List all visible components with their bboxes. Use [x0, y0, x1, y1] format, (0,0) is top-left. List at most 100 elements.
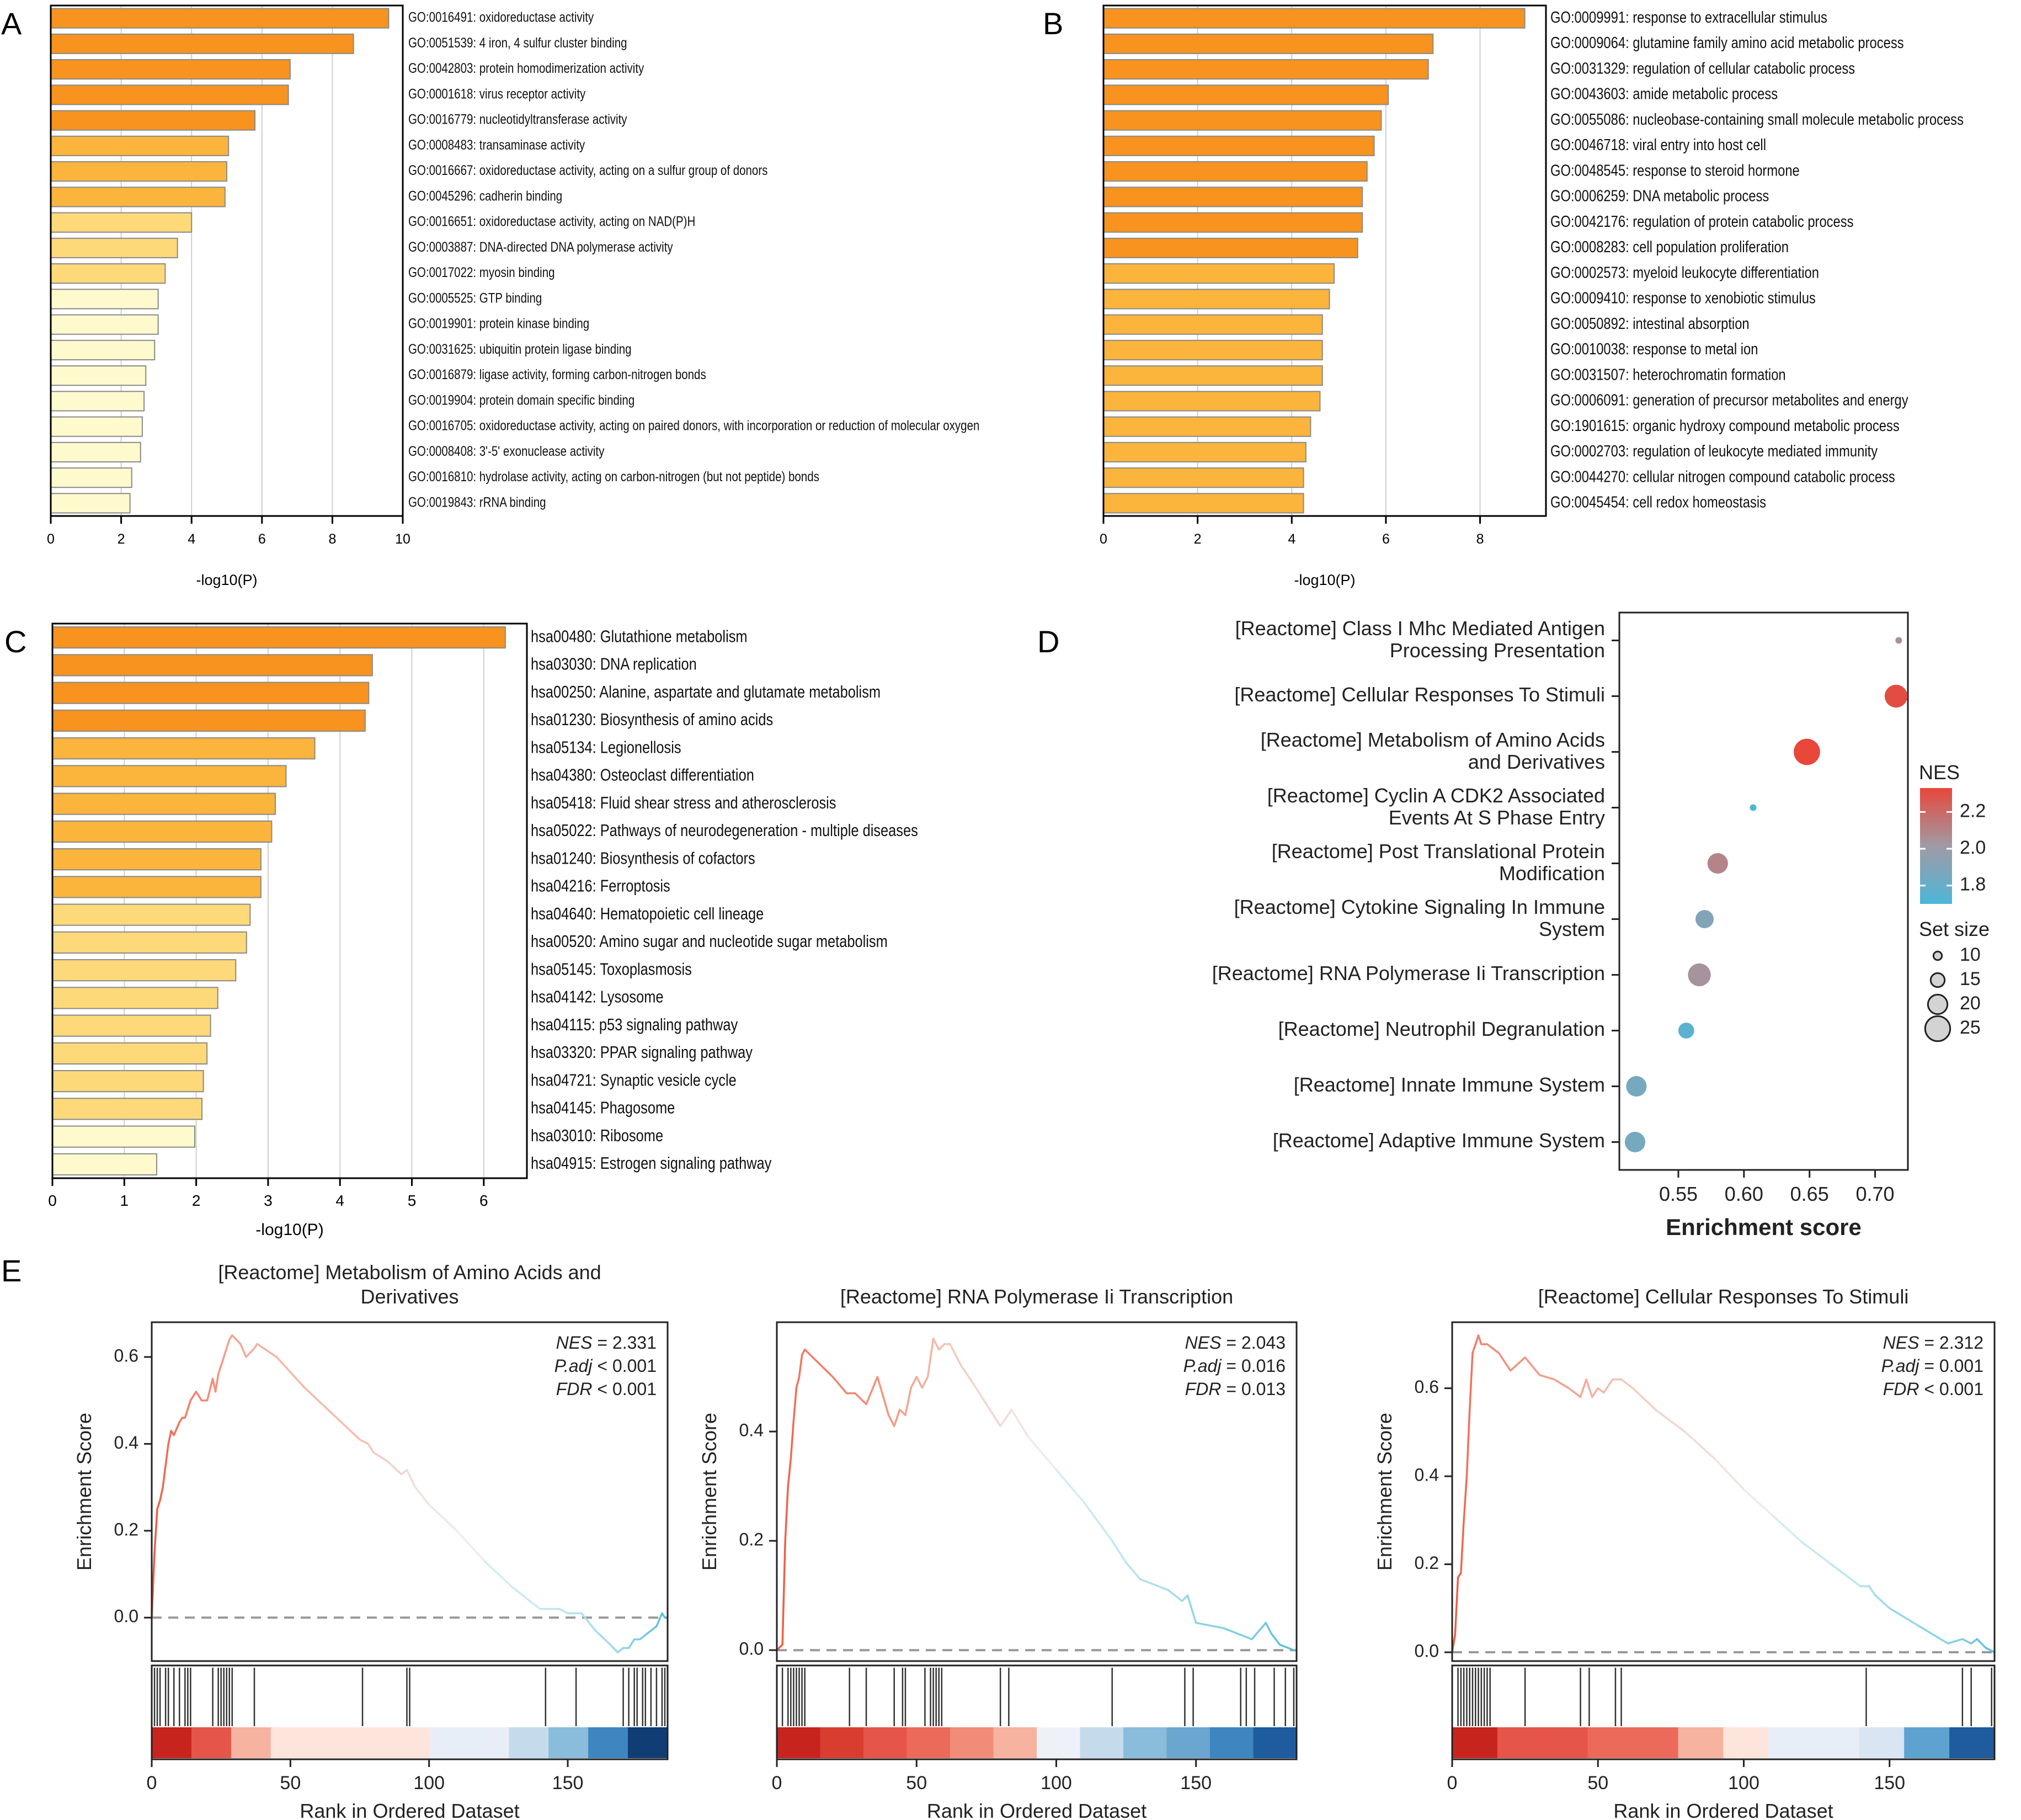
- size-key-label: 20: [1960, 993, 1981, 1014]
- stat-value: < 0.001: [1919, 1379, 1983, 1399]
- stat-name: NES: [556, 1333, 593, 1353]
- bar-label: GO:0016651: oxidoreductase activity, act…: [408, 214, 695, 229]
- rank-color-band: [1210, 1727, 1254, 1758]
- bar-label: hsa03320: PPAR signaling pathway: [531, 1043, 753, 1062]
- bar: [50, 212, 193, 233]
- es-curve-segment: [511, 1586, 541, 1610]
- bar: [52, 848, 262, 871]
- stat-name: P.adj: [1183, 1356, 1222, 1376]
- pathway-label: System: [1539, 918, 1605, 940]
- bar-label: GO:0009991: response to extracellular st…: [1550, 8, 1827, 26]
- x-tick-label: 4: [1288, 531, 1295, 547]
- stat-name: FDR: [556, 1379, 593, 1399]
- pathway-label: and Derivatives: [1468, 751, 1605, 773]
- es-curve-segment: [1917, 1625, 1949, 1645]
- bar-label: hsa04915: Estrogen signaling pathway: [531, 1154, 772, 1173]
- y-tick-label: 0.6: [114, 1345, 138, 1365]
- x-tick-label: 50: [280, 1773, 301, 1794]
- bar: [1103, 187, 1363, 207]
- x-axis-label: -log10(P): [1294, 572, 1355, 588]
- y-tick-label: 0.0: [1415, 1641, 1439, 1661]
- stat-value: = 0.016: [1221, 1356, 1286, 1376]
- rank-color-band: [1678, 1727, 1724, 1758]
- rank-color-band: [1037, 1727, 1081, 1758]
- es-curve-segment: [795, 1376, 801, 1389]
- stat-line: NES = 2.043: [1185, 1333, 1286, 1353]
- bar-chart-a: GO:0016491: oxidoreductase activity GO:00…: [47, 4, 979, 588]
- stat-line: FDR < 0.001: [1883, 1379, 1983, 1399]
- pathway-label: [Reactome] RNA Polymerase Ii Transcripti…: [1212, 962, 1605, 984]
- bar: [52, 654, 373, 677]
- bar-label: hsa05418: Fluid shear stress and atheros…: [531, 793, 836, 812]
- bar: [1103, 289, 1330, 310]
- es-curve-segment: [414, 1486, 430, 1506]
- es-curve-segment: [400, 1468, 408, 1476]
- size-key: [1929, 972, 1946, 988]
- stat-value: = 2.312: [1919, 1333, 1983, 1353]
- es-curve-segment: [195, 1391, 203, 1402]
- es-curve-segment: [1223, 1627, 1253, 1641]
- x-tick-label: 100: [413, 1773, 445, 1794]
- es-curve-segment: [1167, 1589, 1183, 1602]
- bar: [52, 931, 247, 954]
- plot-frame: [50, 4, 404, 517]
- bar-label: GO:0016705: oxidoreductase activity, act…: [408, 418, 979, 433]
- x-axis-label: -log10(P): [196, 572, 257, 588]
- plot-frame: [776, 1321, 1298, 1662]
- dot: [1678, 1023, 1694, 1039]
- es-curve-segment: [1830, 1563, 1862, 1588]
- es-curve-segment: [971, 1381, 1001, 1427]
- rank-color-band: [429, 1727, 470, 1758]
- es-curve-segment: [1567, 1387, 1582, 1398]
- x-tick-label: 0: [1447, 1773, 1458, 1794]
- rank-color-band: [390, 1727, 430, 1758]
- stat-line: P.adj < 0.001: [554, 1356, 657, 1376]
- es-curve-segment: [638, 1634, 647, 1641]
- bar: [1103, 339, 1323, 360]
- es-curve-segment: [1603, 1378, 1614, 1394]
- bar-label: hsa04380: Osteoclast differentiation: [531, 765, 754, 785]
- rank-color-band: [1904, 1727, 1950, 1758]
- plot-frame: [1618, 611, 1909, 1171]
- x-tick-label: 6: [479, 1192, 488, 1209]
- bar: [50, 161, 227, 182]
- es-curve-segment: [1181, 1594, 1189, 1602]
- es-curve-segment: [776, 1643, 783, 1651]
- bar-label: hsa01230: Biosynthesis of amino acids: [531, 710, 773, 730]
- bar: [50, 339, 156, 360]
- es-curve-segment: [256, 1343, 278, 1358]
- es-curve-segment: [627, 1638, 636, 1649]
- bar-label: GO:0006091: generation of precursor meta…: [1550, 391, 1908, 409]
- x-tick-label: 0.70: [1856, 1183, 1895, 1205]
- x-tick-label: 0.55: [1659, 1183, 1698, 1205]
- es-curve-segment: [904, 1387, 912, 1417]
- rank-frame-outline: [1451, 1664, 1996, 1760]
- pathway-label: [Reactome] Innate Immune System: [1294, 1073, 1605, 1096]
- x-tick-label: 100: [1041, 1773, 1072, 1794]
- bar-label: GO:0016810: hydrolase activity, acting o…: [408, 469, 819, 484]
- stat-line: FDR = 0.013: [1185, 1379, 1286, 1399]
- bar-label: hsa04640: Hematopoietic cell lineage: [531, 904, 764, 923]
- es-curve-segment: [1454, 1576, 1459, 1636]
- bar: [52, 682, 370, 704]
- es-curve-segment: [1270, 1632, 1281, 1646]
- bar-label: GO:0019901: protein kinase binding: [408, 316, 589, 331]
- es-curve-segment: [367, 1443, 375, 1454]
- x-tick-label: 6: [258, 531, 266, 547]
- x-tick-label: 1: [120, 1192, 129, 1209]
- bar: [1103, 161, 1368, 182]
- bar: [50, 493, 131, 514]
- x-axis-label: Rank in Ordered Dataset: [1613, 1800, 1833, 1820]
- bar: [1103, 110, 1382, 131]
- es-curve-segment: [1471, 1343, 1477, 1354]
- size-key: [1932, 950, 1943, 961]
- es-curve-segment: [1027, 1436, 1058, 1471]
- es-curve-segment: [173, 1421, 181, 1436]
- x-tick-label: 0: [47, 531, 55, 547]
- rank-color-band: [152, 1727, 192, 1758]
- stat-line: P.adj = 0.016: [1183, 1356, 1286, 1376]
- es-curve-segment: [616, 1647, 625, 1654]
- es-curve-segment: [1620, 1378, 1634, 1390]
- es-curve-segment: [1486, 1343, 1500, 1354]
